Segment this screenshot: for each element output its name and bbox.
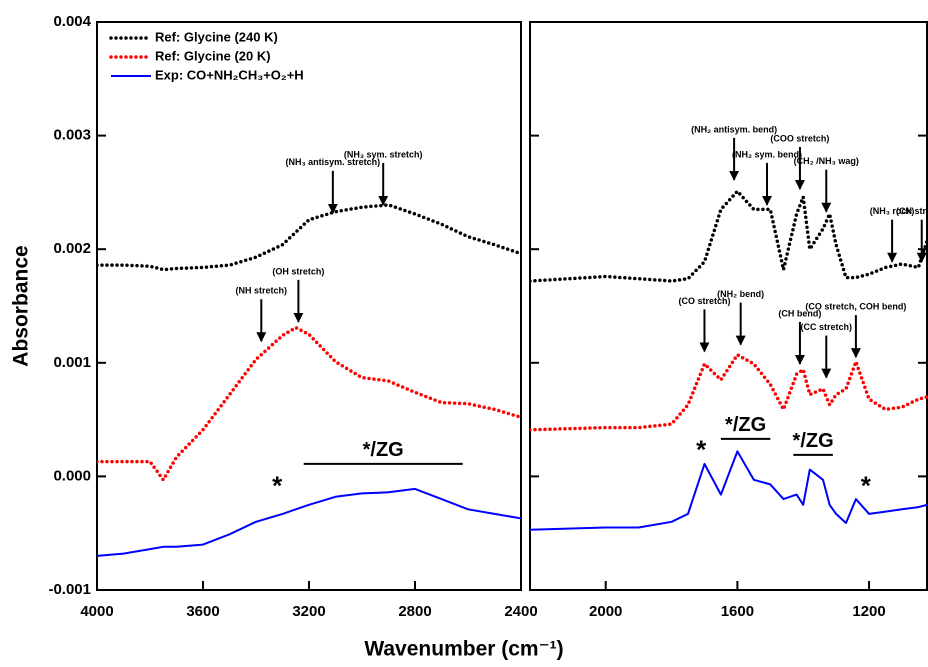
annotation-label: (NH₂ bend) (717, 289, 764, 299)
legend-label: Ref: Glycine (240 K) (155, 29, 278, 44)
legend-label: Exp: CO+NH₂CH₃+O₂+H (155, 67, 304, 82)
x-tick-label: 3200 (292, 603, 325, 620)
y-tick-label: -0.001 (48, 581, 91, 598)
series-line (97, 325, 521, 483)
y-axis-label: Absorbance (10, 245, 33, 366)
plot-frame (529, 21, 928, 591)
annotation-label: (CO stretch) (678, 296, 730, 306)
annotation-label: (NH stretch) (236, 286, 288, 296)
x-tick-label: 4000 (80, 603, 113, 620)
annotation-label: (NH₃ antisym. stretch) (286, 157, 381, 167)
x-tick-label: 1200 (852, 603, 885, 620)
series-line (97, 203, 521, 272)
series-group (97, 203, 521, 557)
annotation-label: (NH₂ antisym. bend) (691, 124, 777, 134)
annotation-label: (OH stretch) (272, 266, 324, 276)
annotation-label: (CN stretch) (896, 206, 928, 216)
y-tick-label: 0.003 (53, 127, 91, 144)
annotation-label: (CC stretch) (801, 322, 853, 332)
range-label: */ZG (793, 430, 834, 452)
annotation-label: (CO stretch, COH bend) (805, 301, 906, 311)
y-tick-label: 0.004 (53, 13, 91, 30)
x-tick-label: 3600 (186, 603, 219, 620)
annotation-label: (NH₃ sym. stretch) (344, 149, 423, 159)
star-marker: * (272, 471, 283, 501)
series-line (530, 188, 928, 283)
y-tick-label: 0.001 (53, 354, 91, 371)
series-group (530, 188, 928, 531)
x-tick-label: 2400 (504, 603, 537, 620)
range-label: */ZG (363, 439, 404, 461)
annotation-label: (NH₂ sym. bend) (732, 149, 802, 159)
annotation-label: (COO stretch) (770, 133, 829, 143)
x-tick-label: 2800 (398, 603, 431, 620)
x-axis-label: Wavenumber (cm⁻¹) (364, 638, 563, 661)
x-tick-label: 1600 (721, 603, 754, 620)
star-marker: * (861, 471, 872, 501)
range-label: */ZG (725, 414, 766, 436)
series-line (97, 487, 521, 557)
x-tick-label: 2000 (589, 603, 622, 620)
series-line (530, 450, 928, 531)
annotation-label: (CH₂ /NH₃ wag) (794, 156, 859, 166)
y-tick-label: 0.002 (53, 240, 91, 257)
annotation-label: (CH bend) (778, 308, 821, 318)
series-line (530, 352, 928, 432)
annotation-label: (NH₃ rock) (870, 206, 915, 216)
legend-label: Ref: Glycine (20 K) (155, 48, 271, 63)
y-tick-label: 0.000 (53, 467, 91, 484)
star-marker: * (696, 434, 707, 464)
